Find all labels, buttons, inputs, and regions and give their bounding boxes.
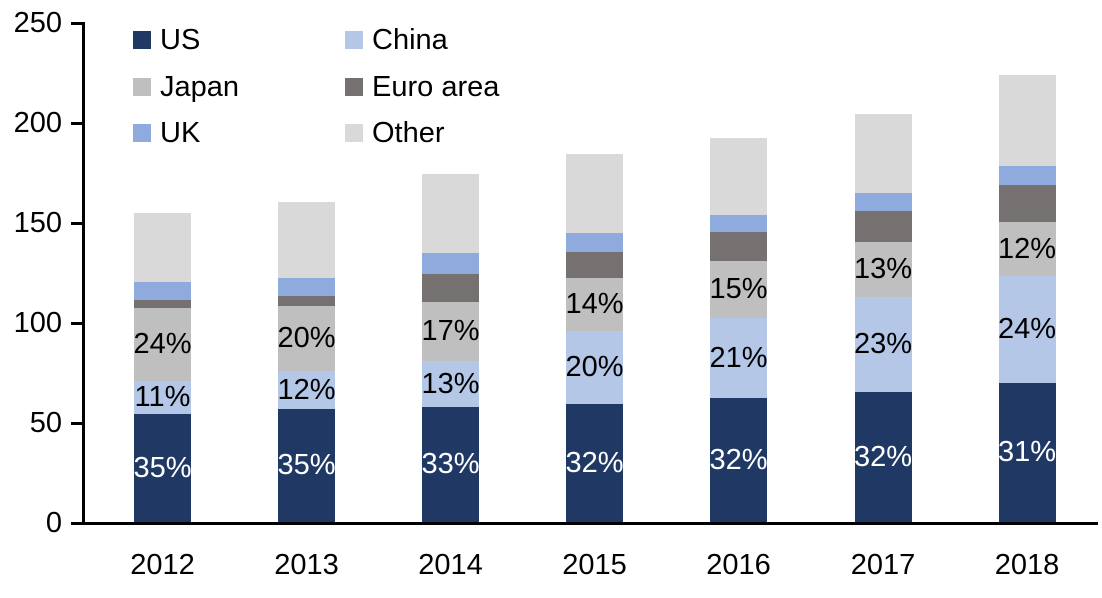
legend-label: Euro area [372,71,500,103]
bar-segment [278,296,335,306]
bar-segment-label: 32% [709,443,768,476]
bar-segment [278,202,335,278]
bar-segment [710,215,767,232]
legend-label: Other [372,117,445,149]
bar-segment-label: 23% [853,328,913,360]
bar-segment-label: 35% [133,451,192,484]
y-tick-label: 100 [13,307,62,339]
bar-segment-label: 17% [421,315,480,347]
bar-segment [278,278,335,296]
x-axis-label: 2012 [130,549,195,581]
bar-segment [854,211,912,242]
legend-swatch [345,124,363,142]
y-tick [71,522,83,525]
bar-segment-label: 32% [565,446,624,479]
y-tick-label: 250 [13,7,62,39]
bar-segment-label: 24% [997,313,1057,345]
bar-segment [422,407,479,522]
bar-segment-label: 31% [997,436,1057,468]
bar-segment [566,252,623,278]
legend-label: China [372,24,448,56]
bar-segment-label: 20% [277,322,336,354]
y-tick [71,222,83,225]
bar-segment [710,318,767,398]
bar-segment-label: 14% [565,288,624,320]
x-axis-label: 2013 [274,549,339,581]
bar-segment [422,361,479,407]
bar-segment [566,331,623,404]
y-tick [71,322,83,325]
bar-segment [854,392,912,522]
bar-segment [854,297,912,392]
bar-segment-label: 20% [565,351,624,383]
bar-segment [566,154,623,233]
bar-segment [134,300,191,308]
legend-swatch [345,31,363,49]
bar-segment [854,242,912,297]
bar-segment [854,193,912,211]
legend-swatch [133,78,151,96]
bar-segment [422,253,479,274]
x-axis-label: 2018 [994,549,1060,581]
x-axis-line [82,522,1098,525]
bar-segment [998,166,1056,185]
bar-segment [422,302,479,361]
bar-segment [566,233,623,252]
bar-segment-label: 15% [709,273,768,305]
bar-segment [998,383,1056,522]
bar-segment [710,232,767,261]
bar-segment-label: 32% [853,440,913,473]
y-tick-label: 200 [13,107,62,139]
bar-segment [278,409,335,522]
bar-segment-label: 24% [133,328,192,360]
x-axis-label: 2017 [850,549,916,581]
bar-segment [422,274,479,302]
y-axis-line [82,22,85,525]
bar-segment [998,75,1056,166]
x-axis-label: 2015 [562,549,627,581]
bar-segment [278,371,335,409]
bar-segment [134,308,191,381]
bar-segment [134,213,191,282]
bar-segment-label: 13% [421,367,480,400]
legend-swatch [133,124,151,142]
bar-segment [998,222,1056,276]
bar-segment-label: 21% [709,341,768,374]
bar-segment [134,381,191,414]
bar-segment-label: 33% [421,448,480,480]
bar-segment [566,404,623,522]
bar-segment [710,398,767,522]
bar-segment [854,114,912,193]
bar-segment [710,261,767,318]
bar-segment-label: 35% [277,449,336,481]
y-tick [71,122,83,125]
bar-segment-label: 11% [134,381,191,413]
legend-label: UK [160,117,201,149]
legend-label: Japan [160,71,240,103]
bar-segment [134,414,191,522]
legend-swatch [133,31,151,49]
y-tick [71,422,83,425]
x-axis-label: 2014 [418,549,483,581]
legend-label: US [160,24,201,56]
bar-segment-label: 12% [277,373,336,406]
legend-swatch [345,78,363,96]
y-tick [71,22,83,25]
bar-segment [422,174,479,253]
bar-segment [134,282,191,300]
y-tick-label: 150 [13,207,62,239]
bar-segment-label: 12% [997,232,1057,265]
bar-segment-label: 13% [853,253,913,285]
bar-segment [998,185,1056,222]
bar-segment [566,278,623,331]
y-tick-label: 0 [45,507,62,539]
bar-segment [278,306,335,371]
x-axis-label: 2016 [706,549,771,581]
y-tick-label: 50 [29,407,62,439]
bar-segment [710,138,767,215]
bar-segment [998,276,1056,383]
